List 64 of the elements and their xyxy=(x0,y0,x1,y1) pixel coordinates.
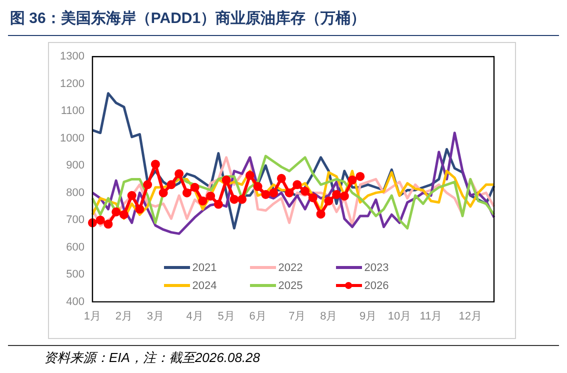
point xyxy=(206,192,216,201)
point xyxy=(158,188,168,198)
legend-label: 2022 xyxy=(278,262,303,274)
point xyxy=(308,193,318,202)
point xyxy=(104,220,113,229)
x-tick-label: 8月 xyxy=(320,310,338,322)
point xyxy=(316,210,326,219)
point xyxy=(135,204,144,214)
point xyxy=(166,180,176,190)
point xyxy=(182,188,192,198)
point xyxy=(230,194,239,204)
point xyxy=(356,172,365,181)
x-tick-label: 2月 xyxy=(115,310,133,322)
y-tick-label: 800 xyxy=(66,186,84,199)
point xyxy=(269,188,278,198)
point xyxy=(150,160,160,169)
legend-label: 2024 xyxy=(192,280,217,292)
point xyxy=(332,190,342,199)
point xyxy=(300,186,310,196)
point xyxy=(88,218,97,228)
y-tick-label: 1100 xyxy=(60,105,84,118)
y-tick-label: 1000 xyxy=(60,132,84,144)
point xyxy=(238,194,247,204)
chart-title: 图 36：美国东海岸（PADD1）商业原油库存（万桶） xyxy=(10,9,366,28)
x-tick-label: 6月 xyxy=(249,310,266,322)
point xyxy=(143,180,152,190)
x-tick-label: 10月 xyxy=(388,310,412,322)
point xyxy=(174,169,184,178)
legend-label: 2023 xyxy=(364,262,389,274)
y-tick-label: 600 xyxy=(66,241,84,254)
point xyxy=(324,196,334,206)
x-tick-label: 3月 xyxy=(146,310,164,322)
point xyxy=(284,188,294,198)
y-tick-label: 900 xyxy=(66,160,84,172)
point xyxy=(127,191,136,200)
legend-label: 2026 xyxy=(364,280,389,292)
y-tick-label: 700 xyxy=(66,214,84,226)
x-tick-label: 12月 xyxy=(458,310,482,322)
x-tick-label: 9月 xyxy=(359,310,377,322)
x-tick-label: 1月 xyxy=(84,310,102,322)
point xyxy=(261,190,270,199)
y-tick-label: 400 xyxy=(66,296,84,308)
point xyxy=(292,180,302,190)
legend-label: 2025 xyxy=(278,280,303,292)
point xyxy=(253,182,262,192)
x-tick-label: 7月 xyxy=(288,310,306,322)
point xyxy=(245,170,254,180)
point xyxy=(198,196,208,206)
x-tick-label: 5月 xyxy=(218,310,235,322)
point xyxy=(214,200,223,209)
y-tick-label: 1300 xyxy=(60,50,84,63)
point xyxy=(112,207,121,216)
legend-label: 2021 xyxy=(192,262,217,274)
y-tick-label: 500 xyxy=(66,268,84,281)
point xyxy=(276,174,286,183)
point xyxy=(190,182,200,192)
point xyxy=(340,192,349,201)
x-tick-label: 11月 xyxy=(420,310,442,322)
text: 资料来源：EIA，注：截至2026.08.28 xyxy=(44,349,260,367)
point xyxy=(96,216,105,225)
point xyxy=(348,176,357,185)
x-tick-label: 4月 xyxy=(186,310,204,322)
y-tick-label: 1200 xyxy=(60,78,84,90)
point xyxy=(119,210,128,220)
